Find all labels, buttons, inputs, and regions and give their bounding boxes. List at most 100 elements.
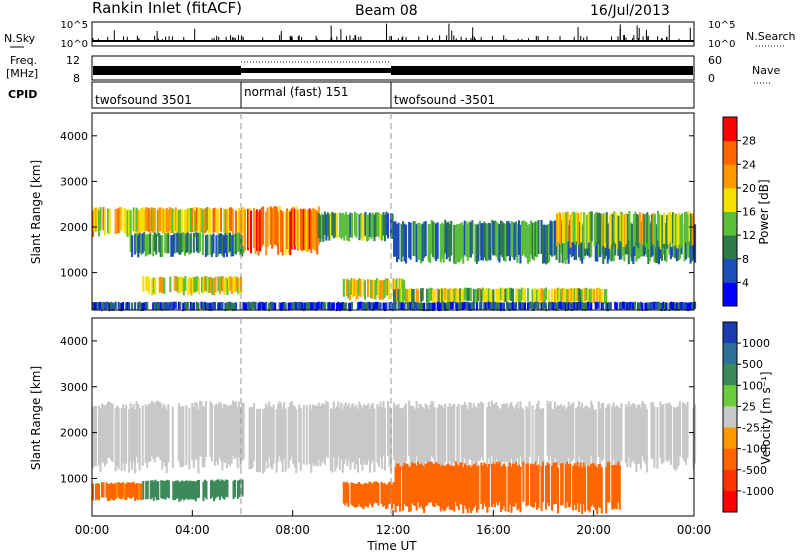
vel-cell: [555, 407, 558, 469]
power-cell: [626, 302, 629, 311]
power-cell: [371, 280, 374, 299]
vel-cell: [542, 461, 545, 503]
power-cell: [412, 289, 415, 304]
x-tick-label: 12:00: [376, 523, 411, 537]
power-cell: [164, 233, 167, 253]
vel-cell: [157, 481, 160, 500]
power-cell: [438, 302, 441, 312]
vel-cell: [469, 467, 472, 514]
vel-cell: [350, 482, 353, 505]
power-cell: [421, 287, 424, 301]
vel-cell: [119, 482, 122, 499]
power-cell: [187, 278, 190, 296]
power-cell: [384, 302, 387, 312]
power-cell: [162, 302, 165, 311]
power-cell: [484, 302, 487, 311]
power-cell: [513, 223, 516, 260]
vel-cell: [656, 407, 659, 469]
power-cell: [469, 221, 472, 258]
power-cell: [147, 234, 150, 255]
power-cell: [117, 302, 120, 310]
nave-tick-bottom: 0: [708, 72, 715, 85]
power-cell: [555, 288, 558, 302]
power-cell: [689, 302, 692, 310]
power-cell: [685, 302, 688, 311]
power-cell: [232, 209, 235, 235]
power-cell: [232, 302, 235, 312]
vel-cell: [408, 400, 411, 456]
power-cell: [677, 213, 680, 245]
power-cell: [198, 207, 201, 232]
vel-cell: [421, 465, 424, 510]
vel-cell: [445, 464, 448, 508]
power-cell: [614, 212, 617, 244]
x-tick-label: 00:00: [75, 523, 110, 537]
vel-cell: [511, 406, 514, 468]
vel-cell: [392, 482, 395, 504]
vel-cell: [107, 401, 110, 458]
power-cell: [320, 213, 323, 239]
power-cell: [688, 302, 691, 311]
power-cell: [104, 209, 107, 236]
vel-cell: [380, 481, 383, 504]
power-cell: [141, 233, 144, 254]
power-cell: [436, 222, 439, 259]
power-cell: [93, 207, 96, 232]
power-cell: [399, 302, 402, 310]
power-cell: [569, 301, 572, 310]
power-cell: [397, 289, 400, 304]
vel-cell: [373, 408, 376, 473]
power-cell: [442, 224, 445, 263]
vel-cbar-swatch: [723, 427, 737, 450]
vel-cell: [176, 480, 179, 499]
vel-cell: [495, 402, 498, 459]
vel-cell: [298, 404, 301, 463]
power-cell: [567, 224, 570, 264]
vel-cell: [582, 462, 585, 504]
power-cell: [183, 209, 186, 236]
vel-cell: [308, 404, 311, 465]
power-cell: [601, 213, 604, 247]
power-cell: [177, 233, 180, 255]
power-cell: [206, 234, 209, 256]
power-cell: [605, 302, 608, 310]
power-cbar-swatch: [723, 258, 737, 283]
vel-cell: [489, 406, 492, 467]
vel-cell: [325, 400, 328, 457]
vel-cell: [501, 465, 504, 510]
vel-cell: [433, 464, 436, 508]
power-cell: [578, 288, 581, 302]
vel-cell: [382, 400, 385, 457]
power-cell: [453, 289, 456, 304]
power-cell: [244, 302, 247, 311]
vel-cell: [227, 404, 230, 464]
vel-cell: [203, 479, 206, 497]
power-cell: [651, 301, 654, 310]
vel-cell: [396, 463, 399, 507]
power-cell: [182, 232, 185, 252]
vel-cell: [618, 465, 621, 510]
power-cell: [293, 208, 296, 250]
power-cell: [374, 280, 377, 300]
x-tick-label: 16:00: [476, 523, 511, 537]
vel-cell: [265, 403, 268, 462]
power-cell: [225, 209, 228, 235]
power-cell: [671, 302, 674, 310]
vel-cell: [98, 405, 101, 466]
power-cell: [636, 302, 639, 311]
vel-cell: [591, 404, 594, 464]
power-cell: [98, 302, 101, 311]
vel-cell: [495, 461, 498, 503]
power-cell: [177, 301, 180, 310]
power-cell: [519, 289, 522, 304]
power-cell: [227, 233, 230, 254]
vel-cell: [525, 406, 528, 467]
power-cell: [218, 277, 221, 294]
power-cell: [683, 302, 686, 310]
power-cell: [224, 209, 227, 236]
vel-cell: [492, 404, 495, 463]
power-cell: [218, 302, 221, 310]
vel-cell: [411, 405, 414, 466]
power-cell: [161, 277, 164, 294]
power-cell: [359, 213, 362, 238]
